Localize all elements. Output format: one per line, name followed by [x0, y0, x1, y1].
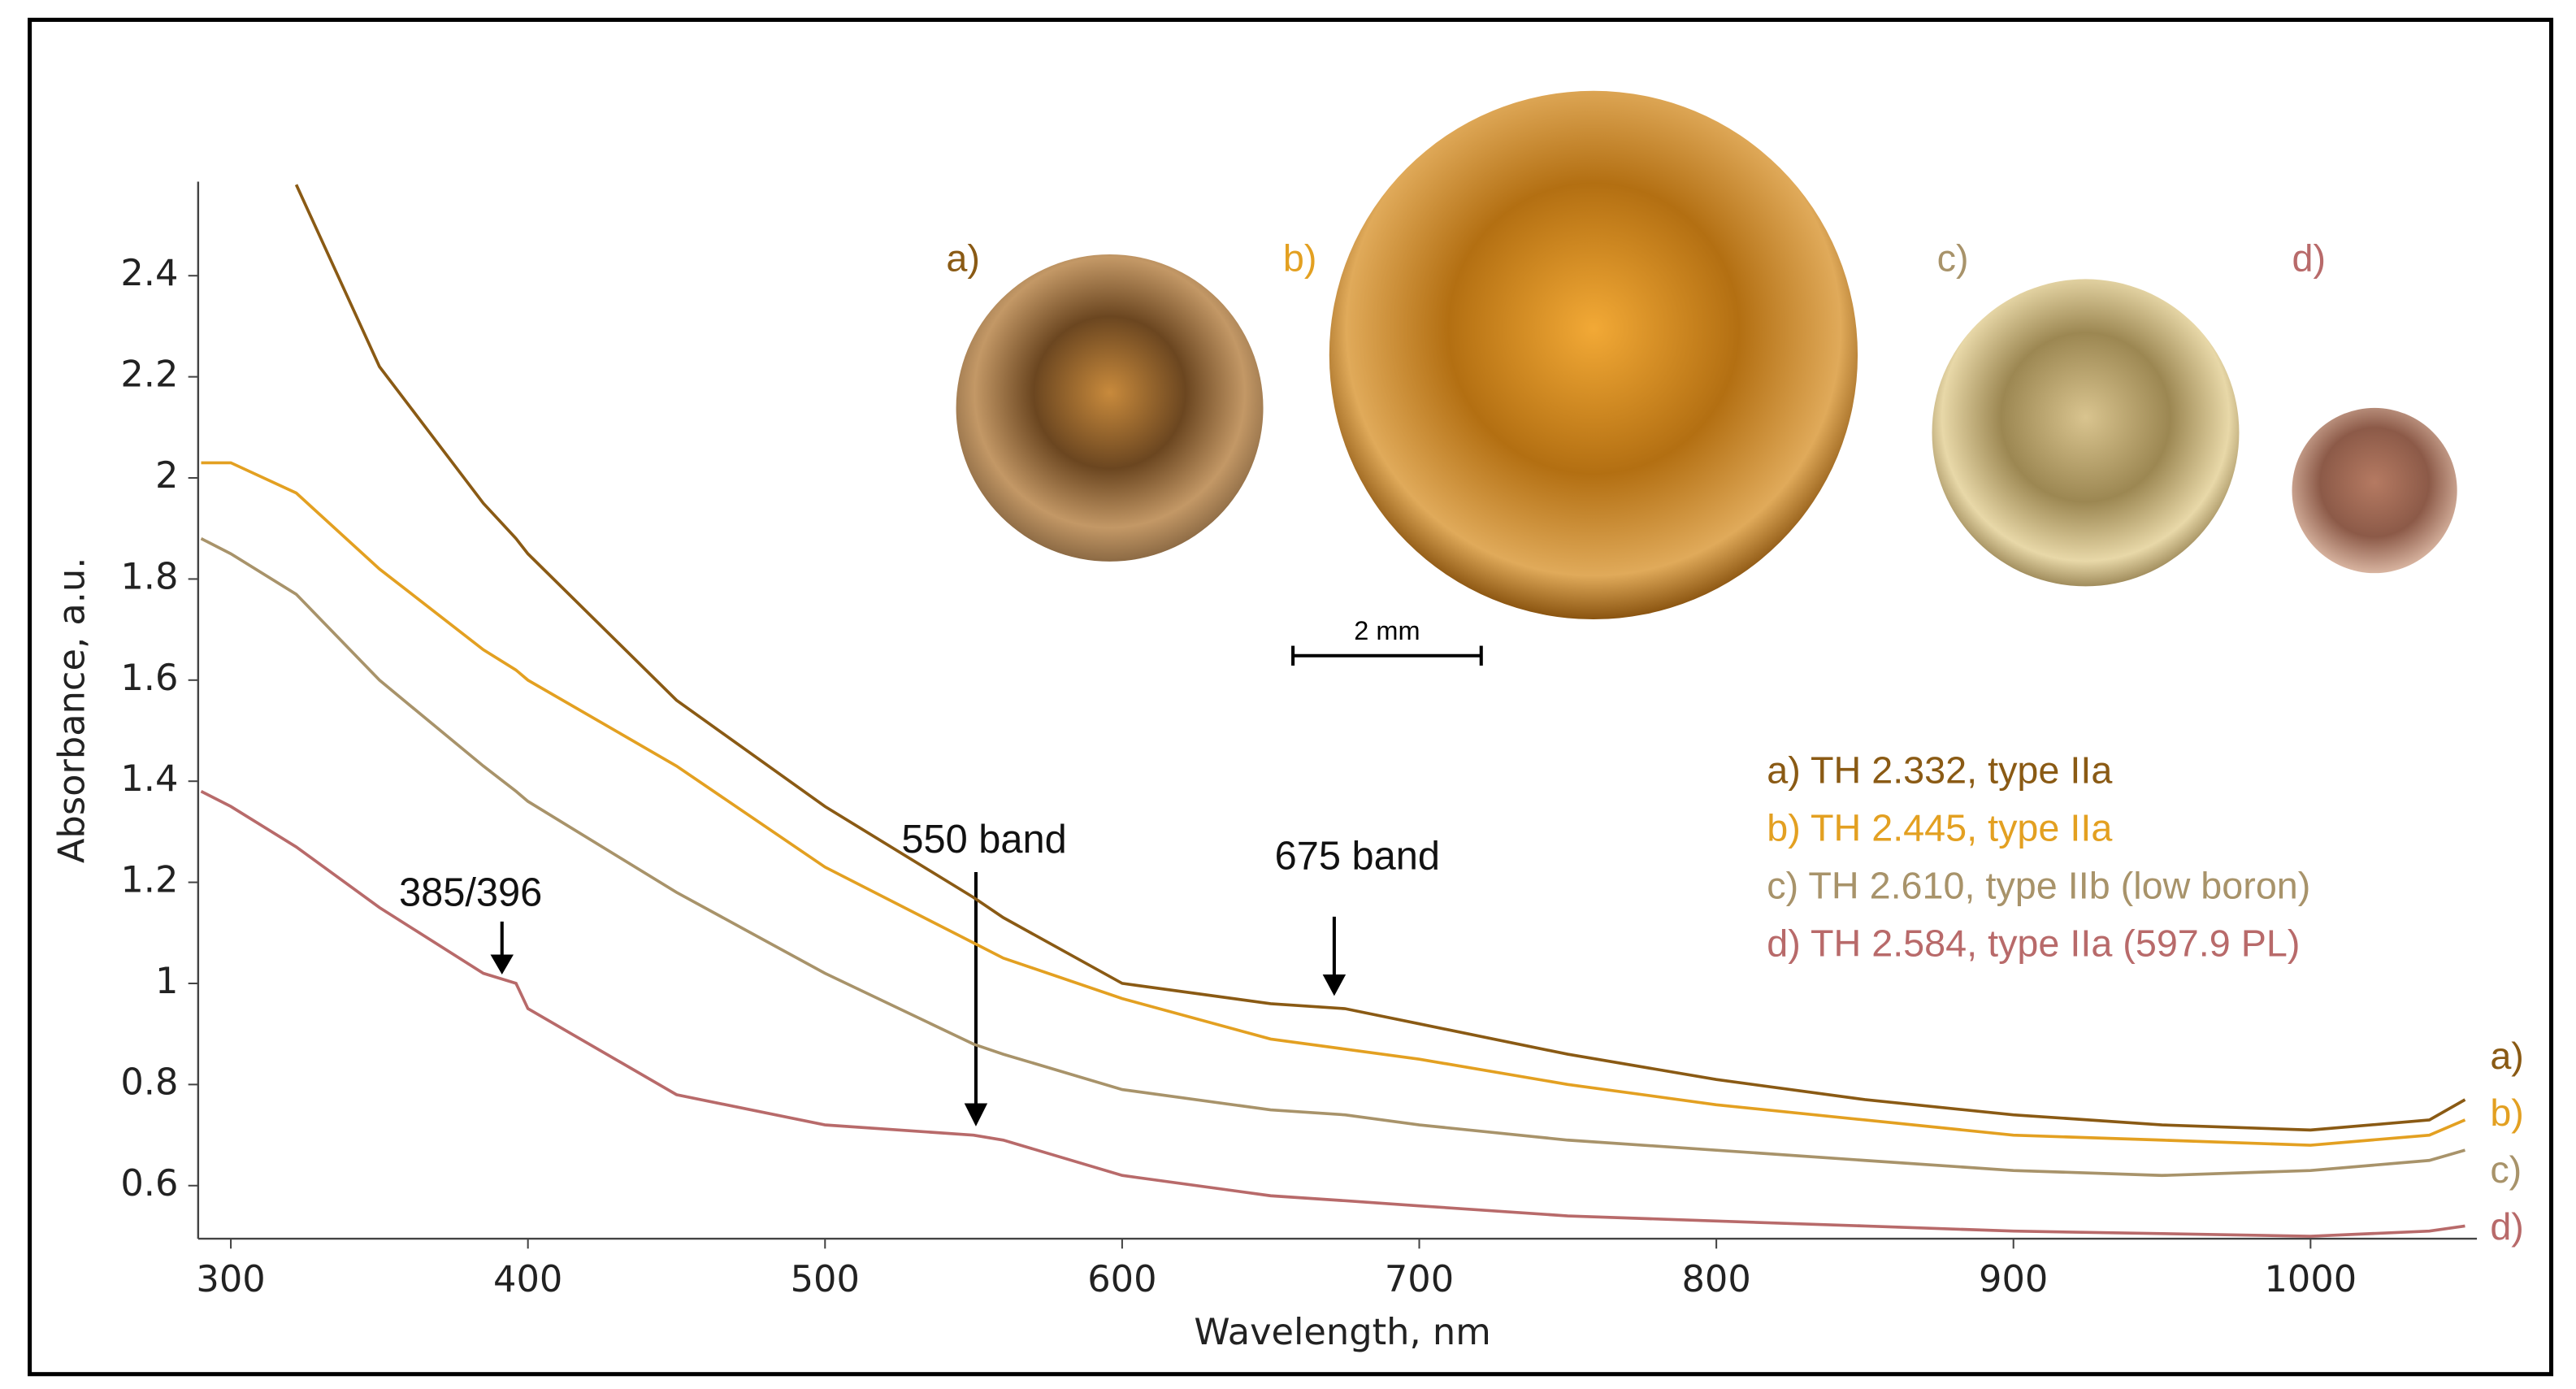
- x-tick-label: 400: [493, 1258, 562, 1300]
- x-tick-label: 600: [1087, 1258, 1156, 1300]
- gem-label: a): [946, 237, 980, 279]
- arrow-head: [1322, 974, 1347, 996]
- y-tick-label: 1.4: [120, 757, 178, 800]
- annotation: 550 band: [901, 818, 1066, 862]
- gem-d: [2292, 407, 2457, 574]
- x-tick-label: 700: [1385, 1258, 1454, 1300]
- y-tick-label: 1.6: [120, 657, 178, 699]
- y-tick-label: 2.2: [120, 354, 178, 396]
- y-axis-title: Absorbance, a.u.: [50, 558, 93, 864]
- y-tick-label: 2.4: [120, 252, 178, 294]
- x-tick-label: 500: [791, 1258, 860, 1300]
- legend-entry: c) TH 2.610, type IIb (low boron): [1767, 865, 2310, 907]
- y-tick-label: 0.6: [120, 1162, 178, 1205]
- arrow-head: [490, 954, 514, 974]
- gem-c: [1932, 279, 2240, 587]
- x-tick-label: 1000: [2264, 1258, 2357, 1300]
- frame: [28, 17, 2554, 1377]
- end-label: a): [2490, 1035, 2524, 1077]
- gem-label: c): [1937, 237, 1969, 279]
- y-tick-label: 1.8: [120, 555, 178, 597]
- gem-label: b): [1283, 237, 1317, 279]
- y-tick-label: 0.8: [120, 1061, 178, 1103]
- annotation: 675 band: [1275, 835, 1440, 879]
- arrow-head: [964, 1103, 988, 1126]
- y-tick-label: 1: [155, 960, 178, 1002]
- x-tick-label: 300: [196, 1258, 265, 1300]
- legend-entry: d) TH 2.584, type IIa (597.9 PL): [1767, 922, 2300, 965]
- end-label: d): [2490, 1205, 2524, 1248]
- series-line: [201, 461, 2466, 1147]
- legend-entry: b) TH 2.445, type IIa: [1767, 806, 2112, 849]
- x-axis-title: Wavelength, nm: [1194, 1311, 1490, 1353]
- series-line: [200, 789, 2465, 1238]
- y-tick-label: 1.2: [120, 859, 178, 901]
- gem-label: d): [2292, 237, 2326, 279]
- end-label: b): [2490, 1092, 2524, 1134]
- series-line: [294, 184, 2466, 1132]
- end-label: c): [2490, 1148, 2522, 1191]
- legend-entry: a) TH 2.332, type IIa: [1767, 749, 2112, 791]
- y-tick-label: 2: [155, 454, 178, 497]
- x-tick-label: 800: [1681, 1258, 1750, 1300]
- scale-bar-label: 2 mm: [1354, 616, 1420, 645]
- x-tick-label: 900: [1979, 1258, 2048, 1300]
- series-line: [200, 537, 2465, 1178]
- gem-b: [1329, 90, 1858, 620]
- annotation: 385/396: [399, 870, 542, 914]
- gem-a: [956, 254, 1264, 562]
